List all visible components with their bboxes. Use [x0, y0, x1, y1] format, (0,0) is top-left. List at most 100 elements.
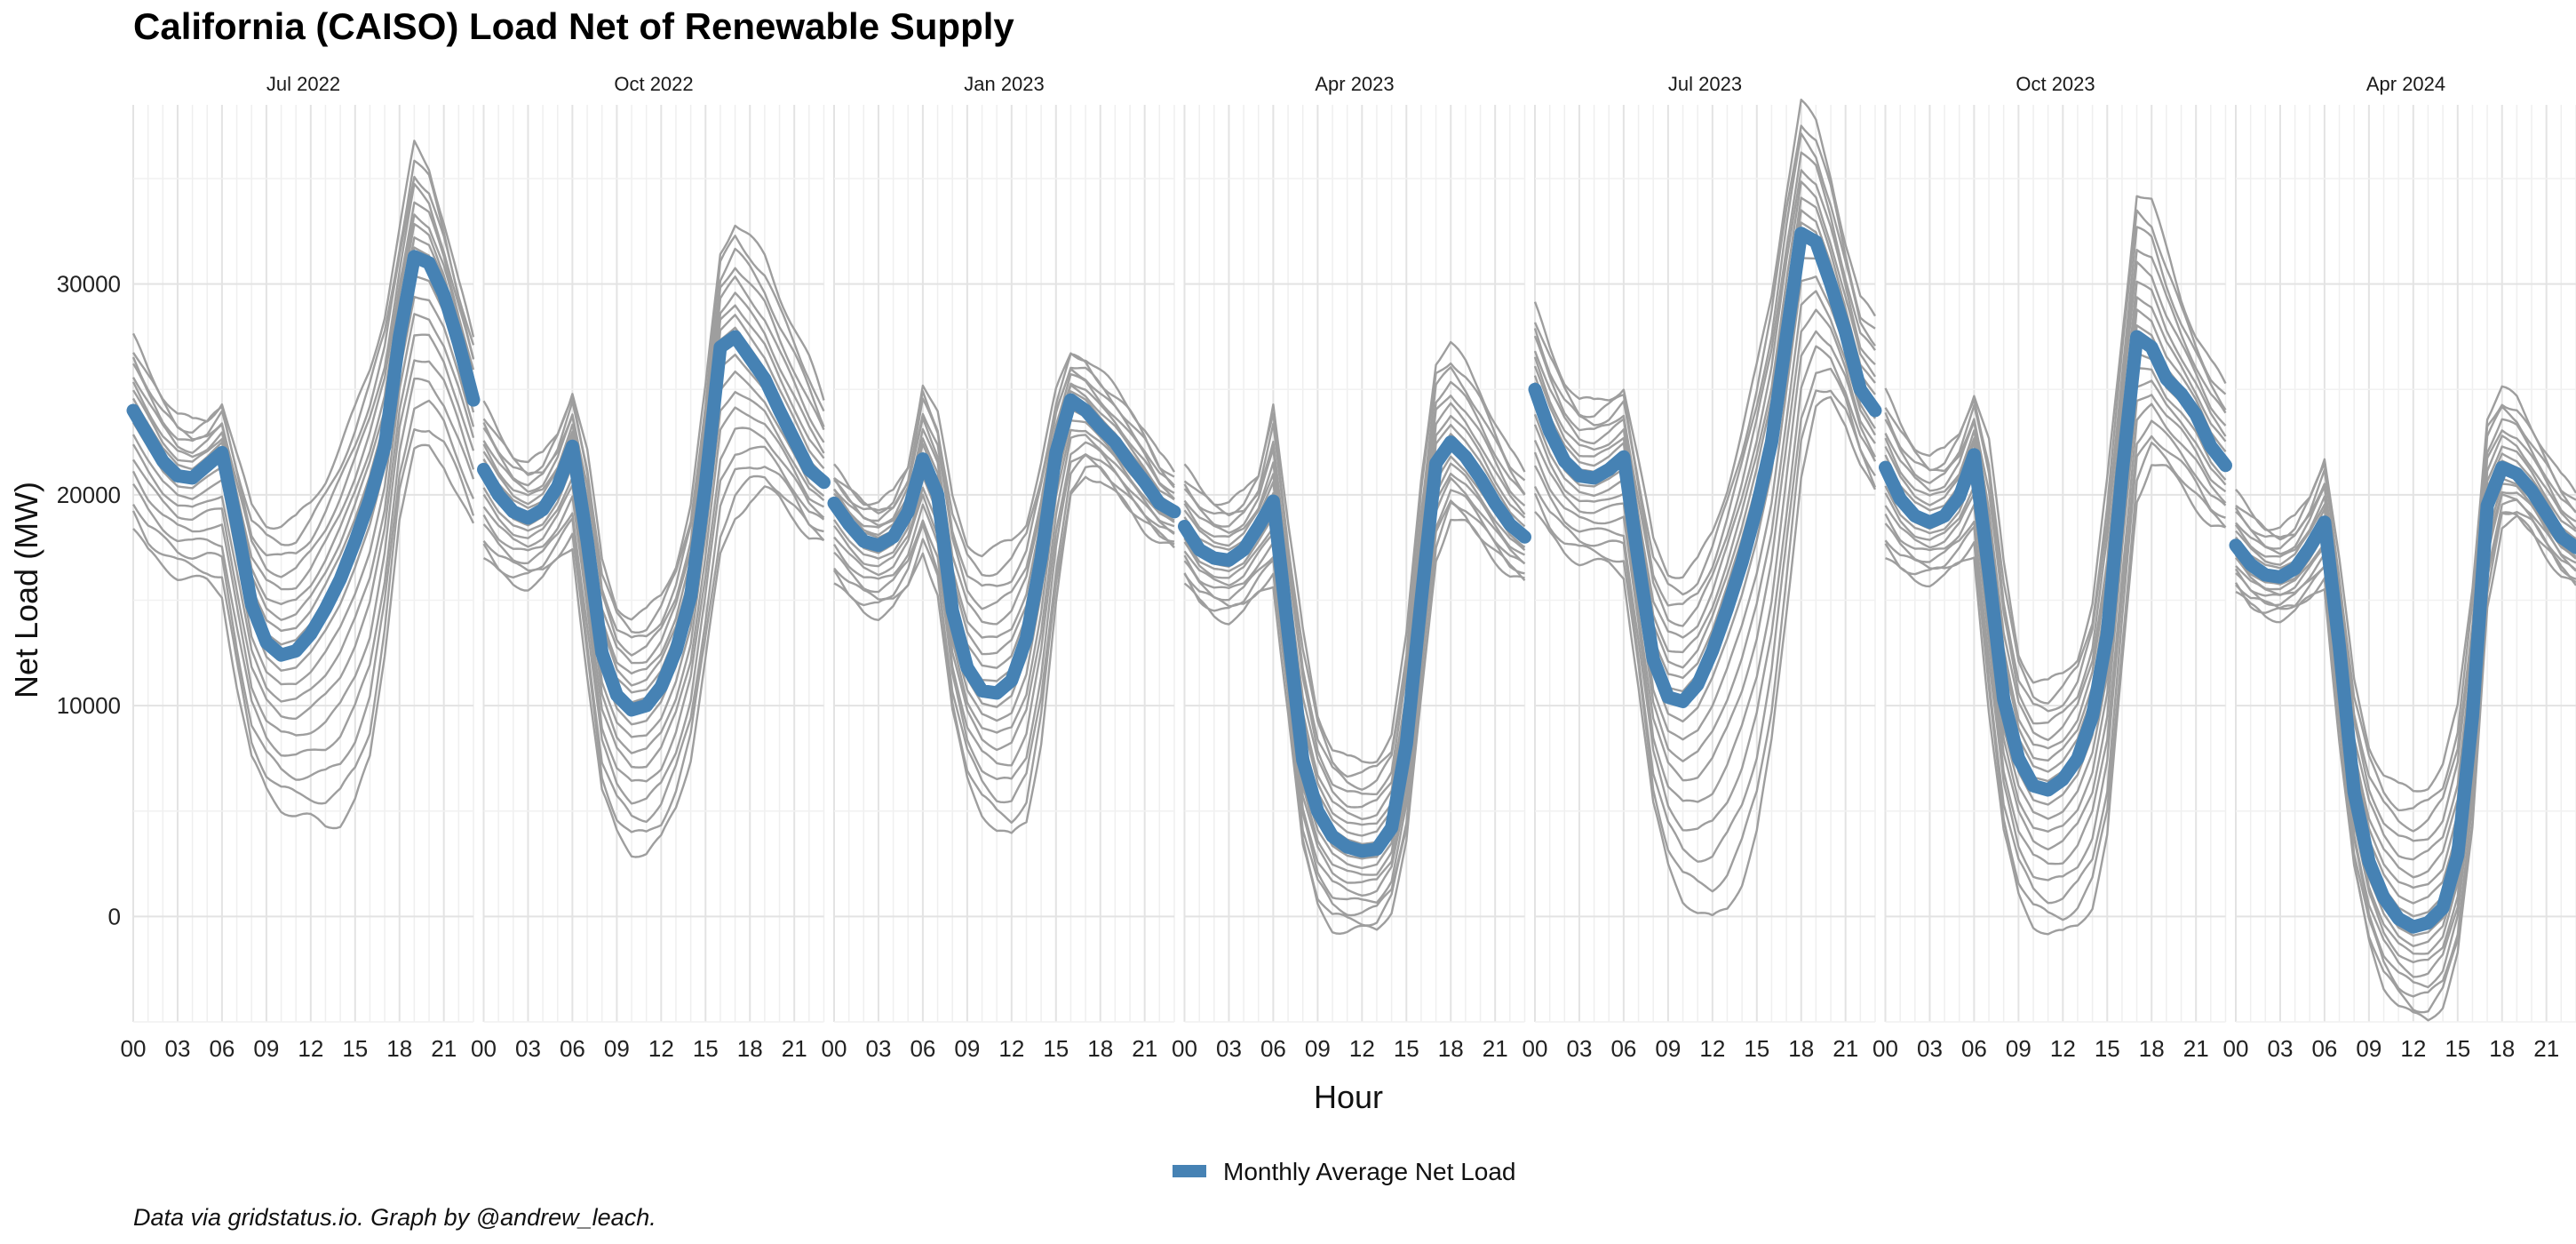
- daily-net-load-line: [1884, 209, 2227, 705]
- facet-panel: Oct 2023 00 03 06 09 12 15 18 21: [1872, 73, 2232, 1062]
- monthly-average-line: [1528, 227, 1882, 708]
- chart-title: California (CAISO) Load Net of Renewable…: [133, 5, 1014, 47]
- x-tick-label: 00: [471, 1035, 497, 1062]
- daily-net-load-line: [1533, 151, 1876, 627]
- daily-net-load-line: [833, 434, 1175, 752]
- daily-net-load-line: [482, 235, 825, 634]
- x-tick-label: 03: [1917, 1035, 1943, 1062]
- daily-net-load-line: [833, 384, 1175, 656]
- daily-net-load-line: [1183, 499, 1525, 917]
- legend-swatch: [1173, 1165, 1206, 1177]
- y-tick-label: 10000: [57, 692, 121, 719]
- daily-net-load-line: [131, 428, 475, 805]
- daily-net-load-line: [1533, 389, 1877, 893]
- x-tick-label: 06: [1610, 1035, 1636, 1062]
- daily-net-load-line: [1884, 352, 2227, 806]
- daily-net-load-line: [2235, 493, 2576, 978]
- facet-panel: Apr 2024 00 03 06 09 12 15 18 21: [2223, 73, 2576, 1062]
- daily-net-load-line: [482, 485, 824, 858]
- x-tick-label: 00: [2223, 1035, 2249, 1062]
- daily-net-load-line: [482, 224, 825, 621]
- daily-net-load-line: [132, 443, 475, 830]
- daily-net-load-line: [1533, 132, 1876, 607]
- chart-caption: Data via gridstatus.io. Graph by @andrew…: [133, 1204, 656, 1231]
- daily-net-load-line: [1884, 394, 2227, 851]
- daily-net-load-line: [1183, 402, 1526, 820]
- daily-net-load-line: [1183, 455, 1526, 870]
- daily-net-load-line: [832, 382, 1175, 639]
- daily-net-load-line: [131, 140, 475, 530]
- daily-net-load-line: [482, 275, 825, 665]
- x-tick-label: 03: [865, 1035, 891, 1062]
- daily-net-load-line: [1183, 501, 1526, 927]
- monthly-average-line: [477, 330, 831, 717]
- x-tick-label: 03: [164, 1035, 190, 1062]
- daily-net-load-line: [482, 427, 825, 783]
- daily-net-load-line: [131, 222, 475, 621]
- daily-net-load-line: [131, 175, 475, 557]
- daily-net-load-line: [482, 291, 825, 675]
- daily-net-load-line: [131, 359, 475, 737]
- daily-net-load-line: [1884, 308, 2227, 773]
- x-tick-label: 21: [2183, 1035, 2209, 1062]
- daily-net-load-line: [1534, 395, 1877, 917]
- x-tick-label: 18: [737, 1035, 763, 1062]
- x-tick-label: 09: [954, 1035, 980, 1062]
- daily-net-load-line: [1884, 419, 2227, 881]
- daily-net-load-line: [131, 201, 475, 591]
- daily-net-load-line: [1885, 464, 2226, 936]
- daily-net-load-line: [131, 159, 475, 546]
- x-tick-label: 21: [431, 1035, 457, 1062]
- x-tick-label: 15: [342, 1035, 368, 1062]
- x-tick-label: 00: [822, 1035, 847, 1062]
- monthly-average-line: [1879, 330, 2232, 797]
- daily-net-load-line: [2235, 445, 2576, 889]
- x-tick-label: 00: [1872, 1035, 1898, 1062]
- daily-net-load-line: [833, 428, 1175, 734]
- facet-strip-label: Jan 2023: [964, 73, 1045, 95]
- facet-panel: Jan 2023 00 03 06 09 12 15 18 21: [822, 73, 1181, 1062]
- x-tick-label: 12: [998, 1035, 1024, 1062]
- facet-strip-label: Apr 2024: [2366, 73, 2445, 95]
- daily-net-load-line: [2235, 477, 2576, 948]
- x-tick-label: 12: [298, 1035, 323, 1062]
- daily-net-load-line: [1884, 260, 2227, 741]
- x-tick-label: 15: [693, 1035, 719, 1062]
- daily-net-load-line: [833, 353, 1175, 578]
- y-axis-ticks: 0 10000 20000 30000: [57, 271, 121, 930]
- x-tick-label: 21: [1833, 1035, 1858, 1062]
- daily-net-load-line: [1183, 380, 1526, 795]
- daily-net-load-line: [1884, 296, 2227, 762]
- legend-label: Monthly Average Net Load: [1223, 1158, 1515, 1185]
- x-tick-label: 12: [1349, 1035, 1375, 1062]
- daily-net-load-line: [482, 391, 825, 754]
- daily-net-load-line: [131, 236, 475, 633]
- x-tick-label: 15: [1394, 1035, 1419, 1062]
- x-tick-label: 03: [1216, 1035, 1242, 1062]
- daily-net-load-line: [1183, 489, 1526, 904]
- daily-net-load-line: [833, 352, 1176, 558]
- x-tick-label: 21: [1483, 1035, 1508, 1062]
- facet-panel: Oct 2022 00 03 06 09 12 15 18 21: [471, 73, 831, 1062]
- x-tick-label: 15: [1744, 1035, 1769, 1062]
- daily-net-load-line: [1533, 330, 1877, 803]
- y-tick-label: 30000: [57, 271, 121, 298]
- daily-net-load-line: [1533, 367, 1877, 863]
- daily-net-load-line: [1884, 280, 2227, 750]
- daily-net-load-line: [1884, 226, 2227, 713]
- x-tick-label: 06: [2311, 1035, 2337, 1062]
- x-tick-label: 15: [2445, 1035, 2470, 1062]
- daily-net-load-line: [132, 377, 475, 757]
- daily-net-load-line: [2235, 459, 2576, 918]
- daily-net-load-line: [1884, 403, 2227, 865]
- daily-net-load-line: [1533, 209, 1876, 680]
- daily-net-load-line: [2235, 482, 2576, 955]
- daily-net-load-line: [482, 466, 824, 824]
- x-tick-label: 12: [2400, 1035, 2426, 1062]
- daily-net-load-line: [2234, 405, 2576, 833]
- legend: Monthly Average Net Load: [1173, 1158, 1515, 1185]
- x-tick-label: 03: [2267, 1035, 2293, 1062]
- monthly-average-line: [126, 250, 481, 662]
- x-tick-label: 03: [1566, 1035, 1592, 1062]
- daily-net-load-line: [1533, 345, 1877, 832]
